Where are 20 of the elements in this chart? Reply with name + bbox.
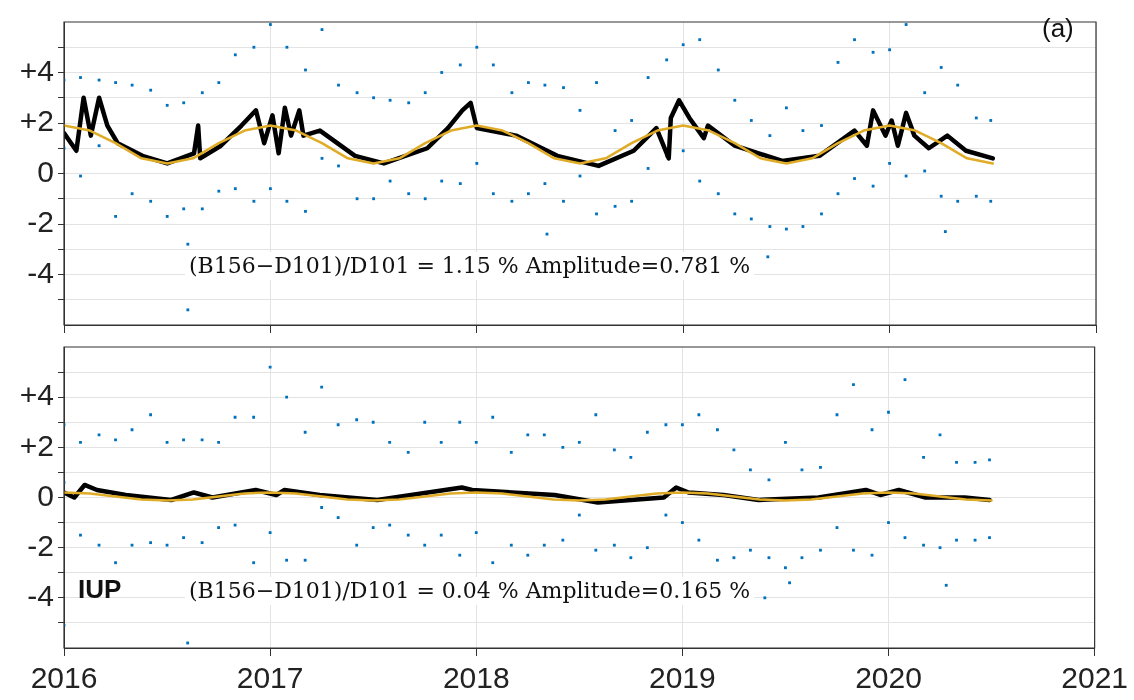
y-tick-label: +2 (19, 104, 54, 138)
x-tick-label: 2016 (30, 661, 98, 695)
y-tick-label: -2 (27, 205, 54, 239)
annotation: (a) (1042, 13, 1074, 43)
annotation: IUP (78, 574, 122, 604)
x-tick-label: 2019 (649, 661, 716, 695)
annotation: (B156−D101)/D101 = 0.04 % Amplitude=0.165 % (185, 577, 755, 606)
x-tick-label: 2018 (442, 661, 510, 695)
y-tick-label: 0 (37, 478, 54, 512)
y-tick-label: +4 (19, 53, 54, 87)
y-tick-label: +4 (19, 378, 54, 412)
y-tick-label: 0 (37, 154, 54, 188)
y-tick-label: -2 (27, 528, 54, 562)
y-tick-label: -4 (27, 579, 54, 613)
y-tick-label: -4 (27, 255, 54, 289)
y-tick-label: +2 (19, 428, 54, 462)
x-tick-label: 2020 (855, 661, 922, 695)
x-tick-label: 2021 (1061, 661, 1129, 695)
x-tick-label: 2017 (236, 661, 304, 695)
annotation: (B156−D101)/D101 = 1.15 % Amplitude=0.781 % (185, 252, 755, 281)
